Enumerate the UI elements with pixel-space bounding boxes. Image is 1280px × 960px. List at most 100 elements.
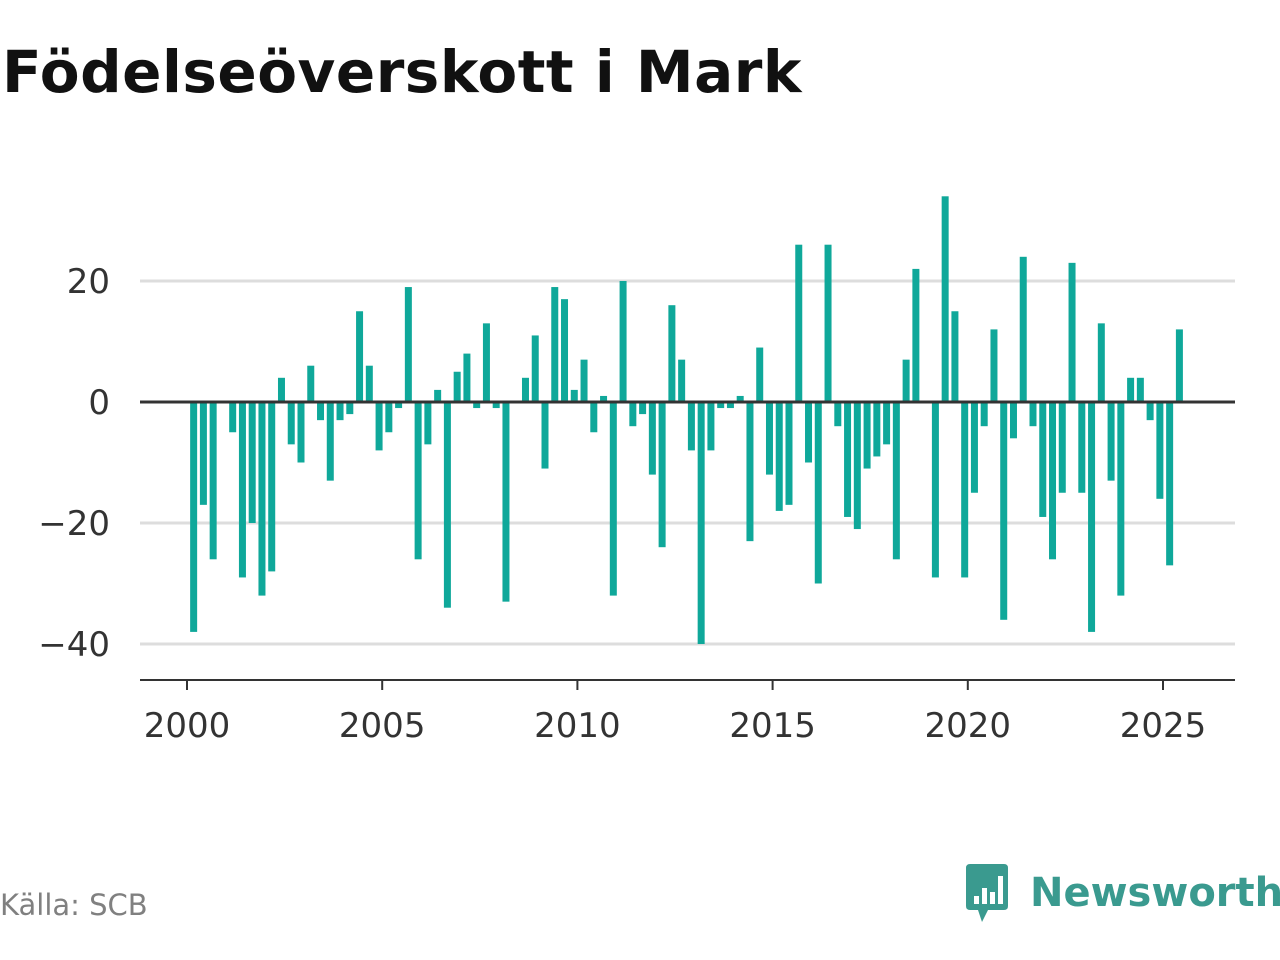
bar — [404, 287, 412, 402]
bar — [434, 389, 442, 402]
y-tick-label: 0 — [88, 383, 110, 423]
y-tick-label: −40 — [38, 625, 110, 665]
bar — [931, 402, 939, 578]
bar — [1029, 402, 1037, 427]
bar — [1019, 256, 1027, 402]
bar — [346, 402, 354, 415]
bar — [307, 365, 315, 402]
bar — [1127, 377, 1135, 402]
bar — [482, 323, 490, 402]
bar — [658, 402, 666, 548]
bar — [844, 402, 852, 517]
bar — [1166, 402, 1174, 566]
brand-logo: Newsworthy — [962, 862, 1280, 924]
bar — [961, 402, 969, 578]
bar — [561, 299, 569, 402]
newsworthy-logo-icon — [966, 864, 1008, 922]
bar — [1117, 402, 1125, 596]
bar — [824, 244, 832, 402]
bar — [297, 402, 305, 463]
bar — [619, 281, 627, 402]
bar — [648, 402, 656, 475]
bar — [453, 371, 461, 402]
bar — [492, 402, 500, 409]
bar — [795, 244, 803, 402]
bar-chart: 2000 2005 2010 2015 2020 2025 20 0 −20 −40 — [38, 196, 1235, 746]
bar — [765, 402, 773, 475]
bar — [600, 395, 608, 402]
x-tick-label: 2020 — [925, 706, 1012, 746]
bar — [375, 402, 383, 451]
bar — [746, 402, 754, 542]
y-tick-label: 20 — [67, 262, 110, 302]
chart-title: Födelseöverskott i Mark — [2, 38, 802, 106]
bar — [356, 311, 364, 402]
bar — [697, 402, 705, 644]
bar — [834, 402, 842, 427]
bar — [1009, 402, 1017, 439]
bar — [951, 311, 959, 402]
bar — [473, 402, 481, 409]
bar — [668, 305, 676, 402]
bar — [531, 335, 539, 402]
bar — [580, 359, 588, 402]
bar — [736, 395, 744, 402]
bar — [238, 402, 246, 578]
bar — [892, 402, 900, 560]
bar — [814, 402, 822, 584]
bar — [805, 402, 813, 463]
bar — [1146, 402, 1154, 421]
bar — [687, 402, 695, 451]
bar — [268, 402, 276, 572]
bar — [326, 402, 334, 481]
bar — [629, 402, 637, 427]
bar — [1107, 402, 1115, 481]
bar — [609, 402, 617, 596]
bar — [1088, 402, 1096, 632]
bar — [1049, 402, 1057, 560]
bar — [395, 402, 403, 409]
brand-name: Newsworthy — [1030, 870, 1280, 916]
bar — [424, 402, 432, 445]
bar — [1068, 262, 1076, 402]
bar — [775, 402, 783, 511]
bar — [502, 402, 510, 602]
bar — [873, 402, 881, 457]
bar — [385, 402, 393, 433]
bar — [853, 402, 861, 530]
y-tick-label: −20 — [38, 504, 110, 544]
bar — [287, 402, 295, 445]
bar — [277, 377, 285, 402]
bar — [199, 402, 207, 505]
bar — [785, 402, 793, 505]
y-axis-labels: 20 0 −20 −40 — [38, 262, 110, 665]
bar — [990, 329, 998, 402]
bar — [190, 402, 198, 632]
bar — [883, 402, 891, 445]
bar — [726, 402, 734, 409]
bar — [678, 359, 686, 402]
bar — [1136, 377, 1144, 402]
bar — [365, 365, 373, 402]
x-tick-label: 2025 — [1120, 706, 1207, 746]
bar — [570, 389, 578, 402]
bar — [336, 402, 344, 421]
bar — [1156, 402, 1164, 499]
bar-series — [190, 196, 1183, 644]
bar — [912, 268, 920, 402]
bar — [209, 402, 217, 560]
bar — [541, 402, 549, 469]
bar — [443, 402, 451, 608]
bar — [1175, 329, 1183, 402]
x-axis: 2000 2005 2010 2015 2020 2025 — [140, 679, 1235, 746]
bar — [229, 402, 237, 433]
x-tick-label: 2010 — [534, 706, 621, 746]
bar — [639, 402, 647, 415]
bar — [970, 402, 978, 493]
bar — [1039, 402, 1047, 517]
bar — [317, 402, 325, 421]
bar — [941, 196, 949, 402]
x-tick-label: 2005 — [339, 706, 426, 746]
bar — [1097, 323, 1105, 402]
bar — [1078, 402, 1086, 493]
